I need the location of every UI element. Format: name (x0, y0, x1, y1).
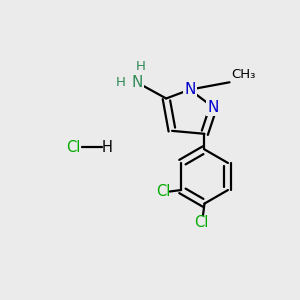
Text: H: H (102, 140, 113, 154)
Text: Cl: Cl (66, 140, 81, 154)
Text: Cl: Cl (156, 184, 170, 199)
Text: N: N (208, 100, 219, 115)
Text: N: N (131, 75, 142, 90)
Text: H: H (116, 76, 125, 89)
Text: Cl: Cl (194, 215, 209, 230)
Text: CH₃: CH₃ (231, 68, 255, 81)
Text: N: N (184, 82, 195, 97)
Text: H: H (136, 61, 146, 74)
